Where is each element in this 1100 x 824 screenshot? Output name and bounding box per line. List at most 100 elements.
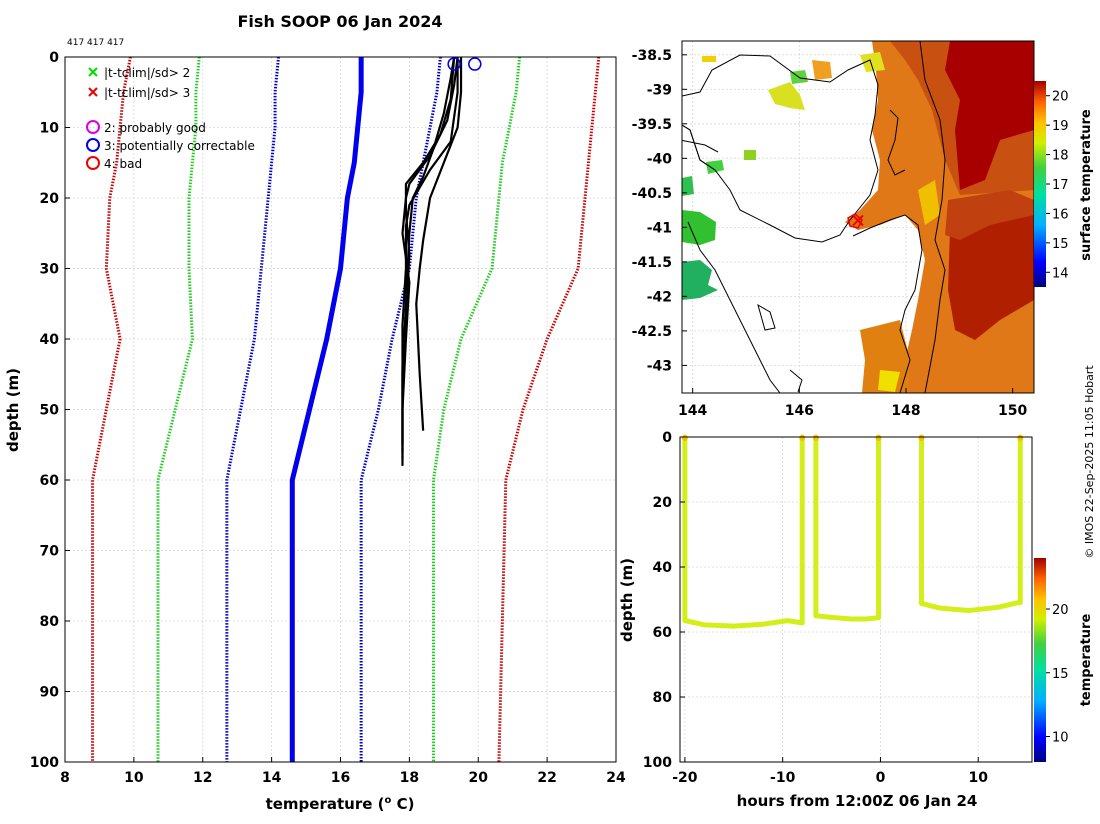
dt-x-tick-label: 10 [968, 770, 988, 786]
temperature-colorbar-tick-label: 20 [1052, 603, 1069, 618]
x-tick-label: 18 [400, 770, 419, 786]
shelf-isobath [919, 41, 946, 393]
map-panel: 144 146 148 150 -38.5 -39 -39.5 -40 -40.5 -41 -41.… [632, 40, 1094, 419]
map-y-tick-label: -39 [647, 82, 672, 98]
map-x-tick-label: 146 [785, 403, 814, 419]
profile-line-4 [401, 56, 456, 459]
y-tick-label: 70 [40, 544, 60, 560]
sst-warm-patch [878, 370, 900, 392]
sst-colorbar-tick-label: 14 [1052, 266, 1069, 281]
climatology-line-0 [91, 56, 132, 762]
x-tick-label: 20 [469, 770, 489, 786]
cast-bottom-2 [813, 613, 881, 622]
sst-field [682, 41, 1034, 393]
legend-label: 4: bad [104, 157, 142, 171]
sst-mild-patch [744, 150, 756, 160]
map-y-tick-label: -42.5 [632, 324, 672, 340]
climatology-lines [91, 56, 601, 763]
cast-surface-point-2 [812, 435, 819, 441]
dt-x-tick-label: 0 [876, 770, 886, 786]
legend-entry-flag2: 2: probably good [86, 120, 206, 135]
sst-colorbar-tick-label: 17 [1052, 178, 1069, 193]
king-island-coast [682, 139, 719, 153]
legend-label: |t-tclim|/sd> 3 [104, 86, 190, 100]
depth-time-points [681, 434, 1024, 629]
profile-ylabel: depth (m) [4, 368, 22, 452]
x-tick-label: 24 [606, 770, 626, 786]
cast-bottom-0 [682, 618, 805, 629]
cast-surface-point-4 [918, 435, 925, 441]
dt-x-tick-label: -20 [672, 770, 698, 786]
profile-ticks: 8 10 12 14 16 18 20 22 24 0 10 20 30 40 50 60 70 80 90 100 [30, 50, 626, 786]
depth-time-xlabel: hours from 12:00Z 06 Jan 24 [737, 792, 978, 810]
sst-colorbar-tick-label: 18 [1052, 149, 1069, 164]
map-y-tick-label: -41 [647, 220, 672, 236]
track-marker [852, 214, 864, 227]
map-y-tick-label: -43 [647, 358, 672, 374]
y-tick-label: 20 [40, 191, 60, 207]
victoria-coastline [682, 54, 879, 243]
profile-line-2 [415, 57, 463, 431]
cast-surface-point-3 [875, 435, 882, 441]
sst-warm-patch [918, 180, 940, 225]
temperature-colorbar [1034, 558, 1046, 762]
cast-surface-point-0 [681, 435, 688, 441]
sst-colorbar-ticks: 14 15 16 17 18 19 20 [1046, 90, 1069, 281]
map-x-tick-label: 150 [998, 403, 1027, 419]
y-tick-label: 50 [40, 403, 60, 419]
legend-entry-sd2: |t-tclim|/sd> 2 [88, 66, 190, 80]
legend-entry-flag3: 3: potentially correctable [86, 138, 255, 153]
x-tick-label: 14 [262, 770, 282, 786]
sst-colorbar [1034, 81, 1046, 287]
profile-panel: 8 10 12 14 16 18 20 22 240102030405060708090100 … [4, 12, 626, 813]
temperature-colorbar-tick-label: 15 [1052, 667, 1069, 682]
flag-markers [447, 57, 482, 71]
y-tick-label: 100 [30, 755, 59, 771]
depth-time-background [680, 437, 1032, 762]
map-y-tick-label: -42 [647, 289, 672, 305]
y-tick-label: 60 [40, 473, 60, 489]
x-marker-icon [88, 67, 98, 77]
x-tick-label: 8 [60, 770, 70, 786]
coastline [682, 124, 716, 171]
sst-colorbar-tick-label: 20 [1052, 90, 1069, 105]
flag-marker-1 [468, 57, 482, 71]
sst-mild-patch [702, 56, 716, 62]
climatology-line-2 [225, 56, 281, 762]
temperature-colorbar-tick-label: 10 [1052, 731, 1069, 746]
temperature-colorbar-label: temperature [1079, 614, 1094, 707]
legend-label: 3: potentially correctable [104, 139, 255, 153]
legend-entry-flag4: 4: bad [86, 156, 142, 171]
sst-colorbar-tick-label: 16 [1052, 207, 1069, 222]
y-tick-label: 80 [40, 614, 60, 630]
map-x-tick-label: 148 [891, 403, 920, 419]
map-ticks: 144 146 148 150 -38.5 -39 -39.5 -40 -40.5 -41 -41.… [632, 48, 1028, 419]
x-tick-label: 16 [331, 770, 350, 786]
legend-label: |t-tclim|/sd> 2 [104, 66, 190, 80]
circle-marker-icon [86, 138, 100, 152]
y-tick-label: 90 [40, 685, 60, 701]
y-tick-label: 30 [40, 262, 60, 278]
circle-marker-icon [86, 156, 100, 170]
map-y-tick-label: -40.5 [632, 186, 672, 202]
sst-mild-patch [812, 60, 832, 80]
map-y-tick-label: -41.5 [632, 255, 672, 271]
credit-text: © IMOS 22-Sep-2025 11:05 Hobart [1083, 365, 1096, 559]
sst-mild-patch [768, 82, 805, 110]
climatology-line-3 [289, 57, 364, 762]
dt-y-tick-label: 0 [662, 430, 672, 446]
profile-title: Fish SOOP 06 Jan 2024 [238, 12, 443, 31]
map-y-tick-label: -38.5 [632, 48, 672, 64]
dt-x-tick-label: -10 [770, 770, 796, 786]
depth-time-frame [679, 436, 1033, 763]
sst-hot-region [948, 210, 1034, 340]
tasmania-east-coast [852, 214, 923, 393]
map-y-tick-label: -40 [647, 151, 673, 167]
y-tick-label: 10 [40, 121, 60, 137]
x-marker-icon [88, 87, 98, 97]
sst-colorbar-tick-label: 19 [1052, 119, 1069, 134]
